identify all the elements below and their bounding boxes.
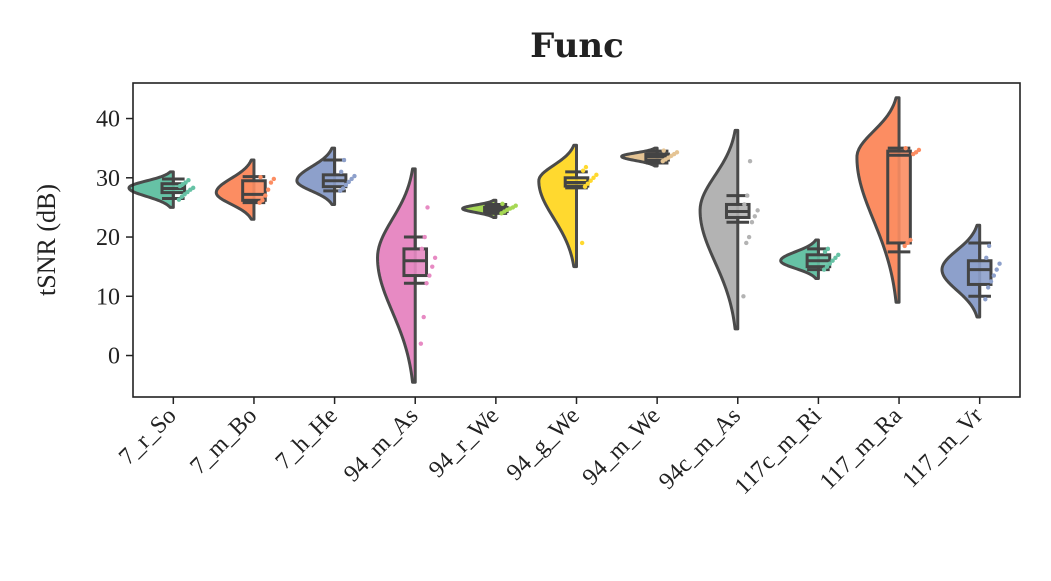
point-7_m_Bo [263, 193, 268, 198]
point-94_m_As [425, 205, 430, 210]
point-94c_m_As [747, 159, 753, 164]
point-117_m_Ra [916, 147, 922, 153]
point-94_m_As [432, 255, 438, 260]
box-117_m_Ra [886, 149, 912, 245]
point-94_m_As [418, 341, 424, 346]
point-94_g_We [579, 240, 585, 246]
x-tick-label-7_r_So: 7_r_So [114, 403, 181, 470]
point-117c_m_Ri [821, 267, 827, 272]
point-7_h_He [338, 169, 344, 175]
point-94_g_We [594, 172, 599, 178]
point-117_m_Ra [908, 237, 913, 243]
point-94_m_As [424, 281, 429, 286]
point-117_m_Ra [905, 240, 910, 246]
violin-94_g_We [537, 143, 578, 269]
box-7_m_Bo [241, 179, 267, 202]
point-94_m_As [421, 314, 426, 320]
y-tick-label-30: 30 [96, 166, 120, 192]
point-94c_m_As [745, 193, 750, 198]
points-layer [176, 145, 1002, 346]
point-94_m_As [430, 264, 435, 269]
point-7_r_So [186, 177, 191, 183]
x-tick-label-94_r_We: 94_r_We [424, 403, 504, 483]
point-94c_m_As [742, 202, 747, 207]
chart-title: Func [530, 26, 624, 66]
point-7_m_Bo [268, 180, 274, 185]
point-117_m_Vr [985, 285, 991, 290]
point-7_m_Bo [265, 187, 271, 192]
point-94_r_We [500, 201, 505, 207]
point-117_m_Vr [986, 243, 992, 249]
point-94_m_We [674, 150, 680, 155]
point-94c_m_As [744, 240, 749, 246]
point-117c_m_Ri [822, 249, 828, 255]
violin-94_m_As [376, 167, 417, 384]
point-94c_m_As [749, 220, 755, 225]
point-94_m_We [661, 148, 666, 153]
point-94_m_As [422, 234, 427, 240]
violins-layer [127, 96, 982, 384]
point-7_h_He [349, 176, 354, 182]
point-117_m_Ra [903, 145, 908, 151]
point-117c_m_Ri [827, 261, 832, 266]
point-94_m_As [427, 273, 432, 278]
boxes-layer [160, 146, 993, 298]
point-7_m_Bo [271, 176, 277, 182]
point-117_m_Vr [983, 297, 988, 302]
point-117c_m_Ri [830, 258, 835, 263]
point-117c_m_Ri [824, 264, 830, 269]
point-94c_m_As [741, 294, 746, 299]
point-117c_m_Ri [833, 255, 838, 260]
x-tick-label-117_m_Ra: 117_m_Ra [815, 403, 907, 495]
point-7_h_He [341, 157, 347, 163]
box-117_m_Vr [966, 259, 993, 286]
y-tick-label-20: 20 [96, 225, 120, 251]
point-94_g_We [591, 175, 596, 180]
point-94_m_As [419, 246, 425, 252]
point-94_g_We [585, 181, 591, 186]
point-117_m_Vr [994, 267, 999, 272]
x-tick-label-7_m_Bo: 7_m_Bo [185, 403, 262, 480]
point-94_g_We [582, 184, 588, 189]
y-axis: 0 10 20 30 40 [96, 107, 133, 370]
x-tick-label-7_h_He: 7_h_He [271, 403, 343, 475]
point-94_g_We [583, 164, 589, 170]
point-94_g_We [588, 178, 593, 183]
point-117_m_Vr [984, 255, 989, 260]
point-7_r_So [176, 197, 182, 202]
point-7_h_He [343, 182, 349, 188]
x-tick-label-94_m_We: 94_m_We [578, 403, 666, 491]
y-tick-label-10: 10 [96, 284, 120, 310]
y-tick-label-40: 40 [96, 107, 120, 133]
point-94_r_We [513, 203, 518, 208]
point-7_m_Bo [258, 175, 263, 180]
y-tick-label-0: 0 [108, 344, 120, 370]
point-7_h_He [346, 179, 351, 185]
point-117_m_Vr [997, 261, 1002, 266]
point-7_r_So [190, 185, 196, 191]
point-7_h_He [340, 186, 346, 191]
violin-117_m_Vr [940, 223, 982, 319]
x-tick-label-117_m_Vr: 117_m_Vr [898, 403, 988, 493]
point-117c_m_Ri [825, 246, 831, 252]
point-94c_m_As [755, 208, 760, 213]
point-117_m_Vr [991, 273, 997, 278]
x-tick-label-94_m_As: 94_m_As [339, 403, 423, 487]
point-7_h_He [352, 173, 357, 179]
x-tick-label-117c_m_Ri: 117c_m_Ri [730, 403, 827, 500]
point-117_m_Vr [988, 279, 994, 284]
point-94c_m_As [746, 234, 752, 240]
point-117c_m_Ri [836, 252, 841, 258]
violin-7_m_Bo [214, 158, 256, 221]
point-94c_m_As [752, 214, 758, 219]
point-94_g_We [580, 168, 586, 173]
x-tick-label-94_g_We: 94_g_We [502, 403, 585, 486]
violin-94c_m_As [698, 128, 740, 331]
point-117_m_Ra [902, 243, 907, 249]
point-7_m_Bo [260, 198, 265, 203]
y-axis-label: tSNR (dB) [32, 184, 61, 296]
